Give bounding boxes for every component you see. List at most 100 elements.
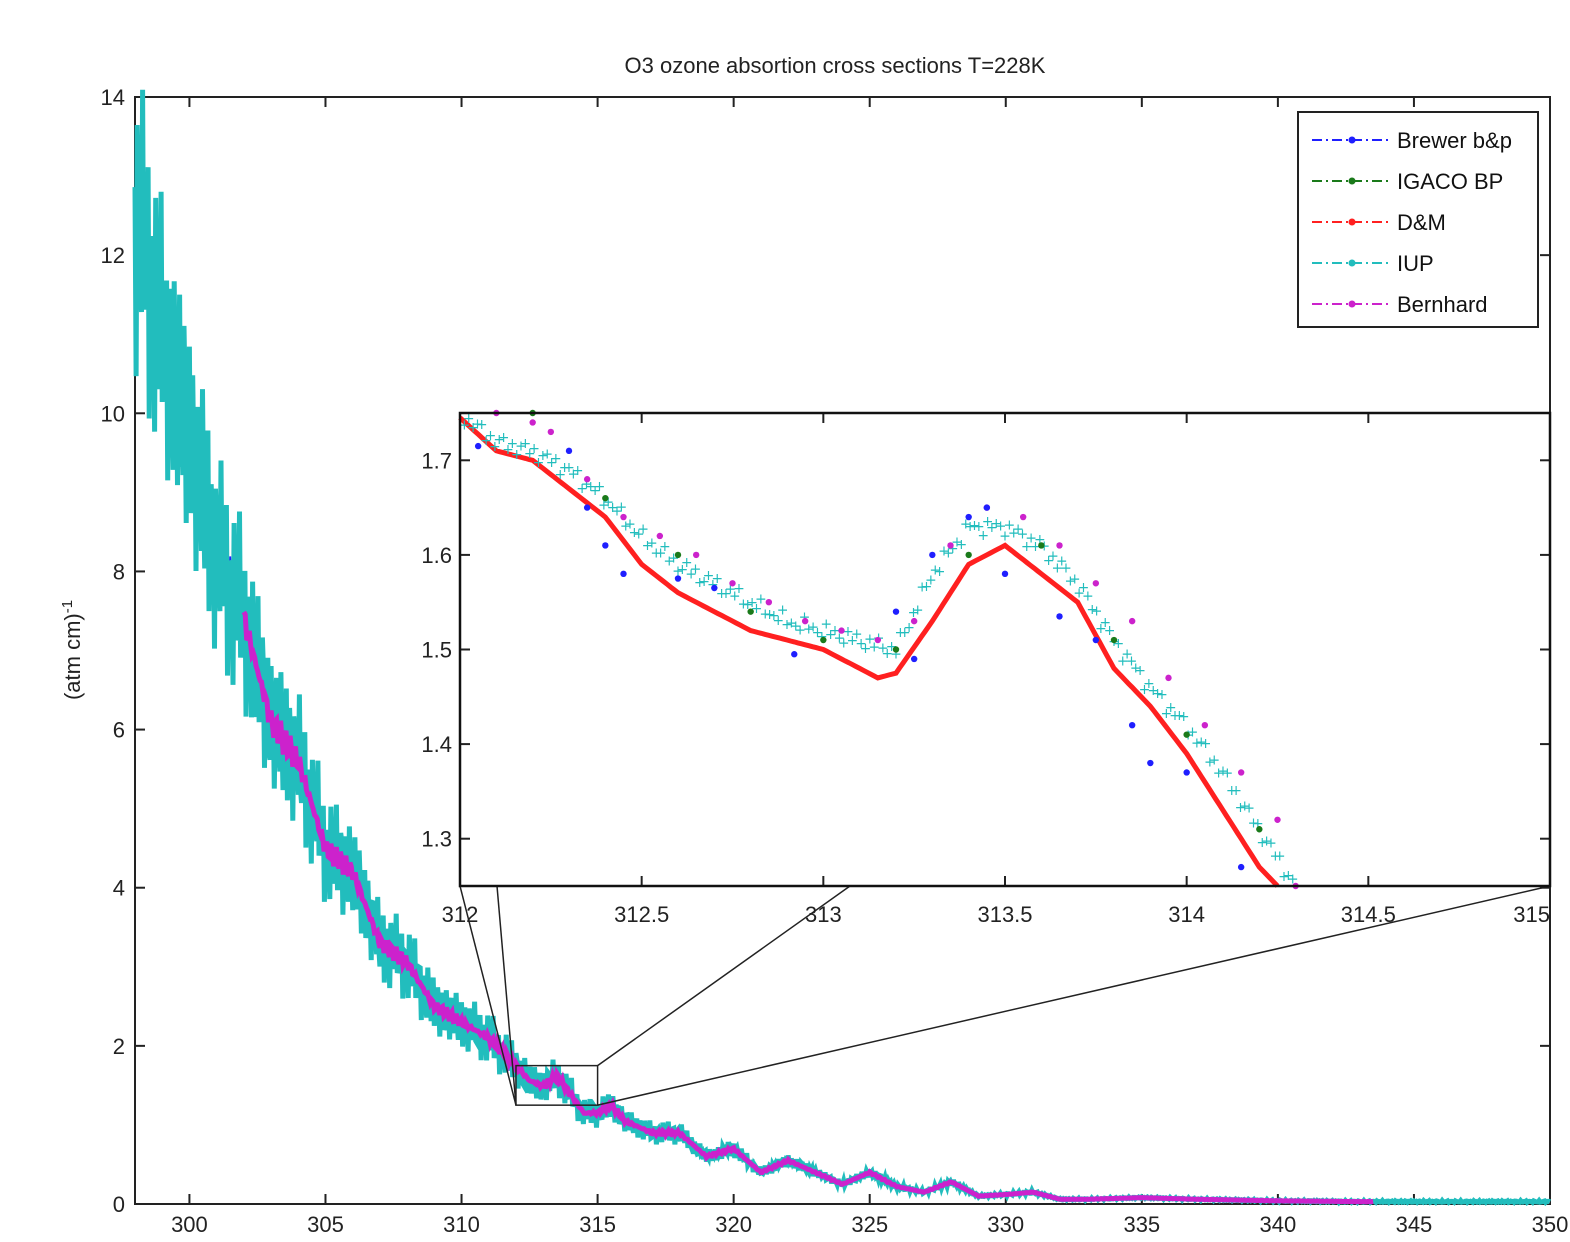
inset-x-tick-label: 312	[442, 902, 479, 927]
inset-igaco-point	[1038, 542, 1045, 549]
inset-iup-marker: +	[698, 574, 710, 590]
inset-iup-marker: +	[716, 586, 728, 602]
inset-iup-marker: +	[594, 479, 606, 495]
inset-plot-frame	[458, 411, 1552, 888]
inset-iup-marker: +	[489, 439, 501, 455]
inset-iup-marker: +	[890, 646, 902, 662]
inset-brewer-point	[711, 584, 718, 592]
inset-iup-marker: +	[546, 455, 558, 471]
inset-iup-marker: +	[1174, 708, 1186, 724]
inset-bernhard-point	[656, 532, 664, 540]
inset-iup-marker: +	[1117, 654, 1129, 670]
y-axis-label-text: (atm cm)	[60, 613, 85, 700]
inset-iup-marker: +	[1086, 602, 1098, 618]
inset-brewer-point	[1147, 759, 1154, 767]
inset-iup-marker: +	[1252, 816, 1264, 832]
inset-bernhard-point	[1092, 580, 1100, 587]
inset-iup-marker: +	[1265, 836, 1277, 852]
inset-bernhard-point	[620, 513, 627, 521]
inset-iup-marker: +	[550, 451, 562, 467]
inset-iup-marker: +	[956, 537, 968, 553]
inset-iup-marker: +	[881, 646, 893, 662]
inset-iup-marker: +	[585, 479, 597, 495]
x-tick-label: 335	[1123, 1212, 1160, 1237]
inset-iup-marker: +	[629, 525, 641, 541]
inset-bernhard-point	[1165, 674, 1172, 682]
inset-iup-marker: +	[1043, 553, 1055, 569]
inset-iup-marker: +	[742, 597, 754, 613]
inset-brewer-point	[929, 551, 936, 559]
inset-iup-marker: +	[581, 477, 593, 493]
inset-igaco-point	[965, 551, 972, 559]
inset-x-tick-label: 313	[805, 902, 842, 927]
inset-iup-marker: +	[646, 535, 658, 551]
inset-iup-marker: +	[934, 564, 946, 580]
inset-iup-marker: +	[642, 538, 654, 554]
inset-iup-marker: +	[1095, 621, 1107, 637]
inset-iup-marker: +	[511, 447, 523, 463]
inset-x-tick-label: 313.5	[977, 902, 1032, 927]
inset-x-tick-label: 314.5	[1341, 902, 1396, 927]
inset-iup-marker: +	[1239, 798, 1251, 814]
inset-iup-marker: +	[1034, 532, 1046, 548]
inset-iup-marker: +	[1200, 736, 1212, 752]
inset-iup-marker: +	[1221, 765, 1233, 781]
inset-iup-marker: +	[964, 519, 976, 535]
inset-iup-marker: +	[506, 436, 518, 452]
y-tick-label: 14	[101, 85, 125, 110]
inset-iup-marker: +	[912, 602, 924, 618]
legend-marker	[1348, 300, 1356, 308]
inset-brewer-point	[474, 442, 482, 450]
inset-igaco-point	[892, 646, 900, 653]
inset-iup-marker: +	[1082, 588, 1094, 604]
inset-brewer-point	[565, 447, 573, 455]
inset-y-tick-label: 1.7	[421, 448, 452, 473]
inset-bernhard-point	[838, 627, 845, 634]
inset-iup-marker: +	[676, 562, 688, 578]
inset-bernhard-point	[583, 476, 591, 483]
inset-iup-marker: +	[533, 455, 545, 471]
inset-iup-marker: +	[990, 516, 1002, 532]
inset-iup-marker: +	[1191, 735, 1203, 751]
inset-iup-marker: +	[1160, 706, 1172, 722]
legend-label: Brewer b&p	[1397, 128, 1512, 153]
x-tick-label: 315	[579, 1212, 616, 1237]
series-bernhard-line	[241, 610, 1374, 1205]
legend-marker	[1348, 136, 1356, 144]
inset-bernhard-point	[801, 617, 809, 625]
inset-iup-marker: +	[790, 619, 802, 635]
inset-iup-marker: +	[1139, 682, 1151, 698]
inset-iup-marker: +	[1025, 530, 1037, 546]
inset-iup-marker: +	[1069, 571, 1081, 587]
inset-iup-marker: +	[637, 521, 649, 537]
inset-igaco-point	[1110, 636, 1118, 644]
inset-iup-marker: +	[820, 617, 832, 633]
inset-brewer-point	[1092, 636, 1100, 644]
inset-iup-marker: +	[1012, 521, 1024, 537]
inset-iup-marker: +	[916, 580, 928, 596]
inset-iup-marker: +	[1147, 683, 1159, 699]
inset-iup-marker: +	[947, 541, 959, 557]
inset-bernhard-point	[1019, 513, 1027, 521]
inset-iup-marker: +	[986, 520, 998, 536]
inset-iup-marker: +	[1213, 766, 1225, 782]
inset-iup-marker: +	[938, 544, 950, 560]
inset-iup-marker: +	[1156, 687, 1168, 703]
x-tick-label: 320	[715, 1212, 752, 1237]
inset-iup-marker: +	[472, 416, 484, 432]
inset-iup-marker: +	[794, 622, 806, 638]
inset-iup-marker: +	[1152, 686, 1164, 702]
inset-iup-marker: +	[995, 518, 1007, 534]
inset-iup-marker: +	[463, 411, 475, 427]
inset-iup-marker: +	[812, 625, 824, 641]
x-tick-label: 305	[307, 1212, 344, 1237]
inset-iup-marker: +	[498, 430, 510, 446]
inset-iup-marker: +	[1099, 615, 1111, 631]
inset-iup-marker: +	[751, 601, 763, 617]
inset-iup-marker: +	[999, 528, 1011, 544]
inset-iup-marker: +	[842, 624, 854, 640]
inset-plot: 312 312.5 313 313.5 314 314.5 315 1.3 1.4 1.5 1.6 1…	[421, 409, 1552, 927]
inset-iup-marker: +	[485, 428, 497, 444]
inset-iup-marker: +	[467, 420, 479, 436]
inset-iup-marker: +	[537, 448, 549, 464]
